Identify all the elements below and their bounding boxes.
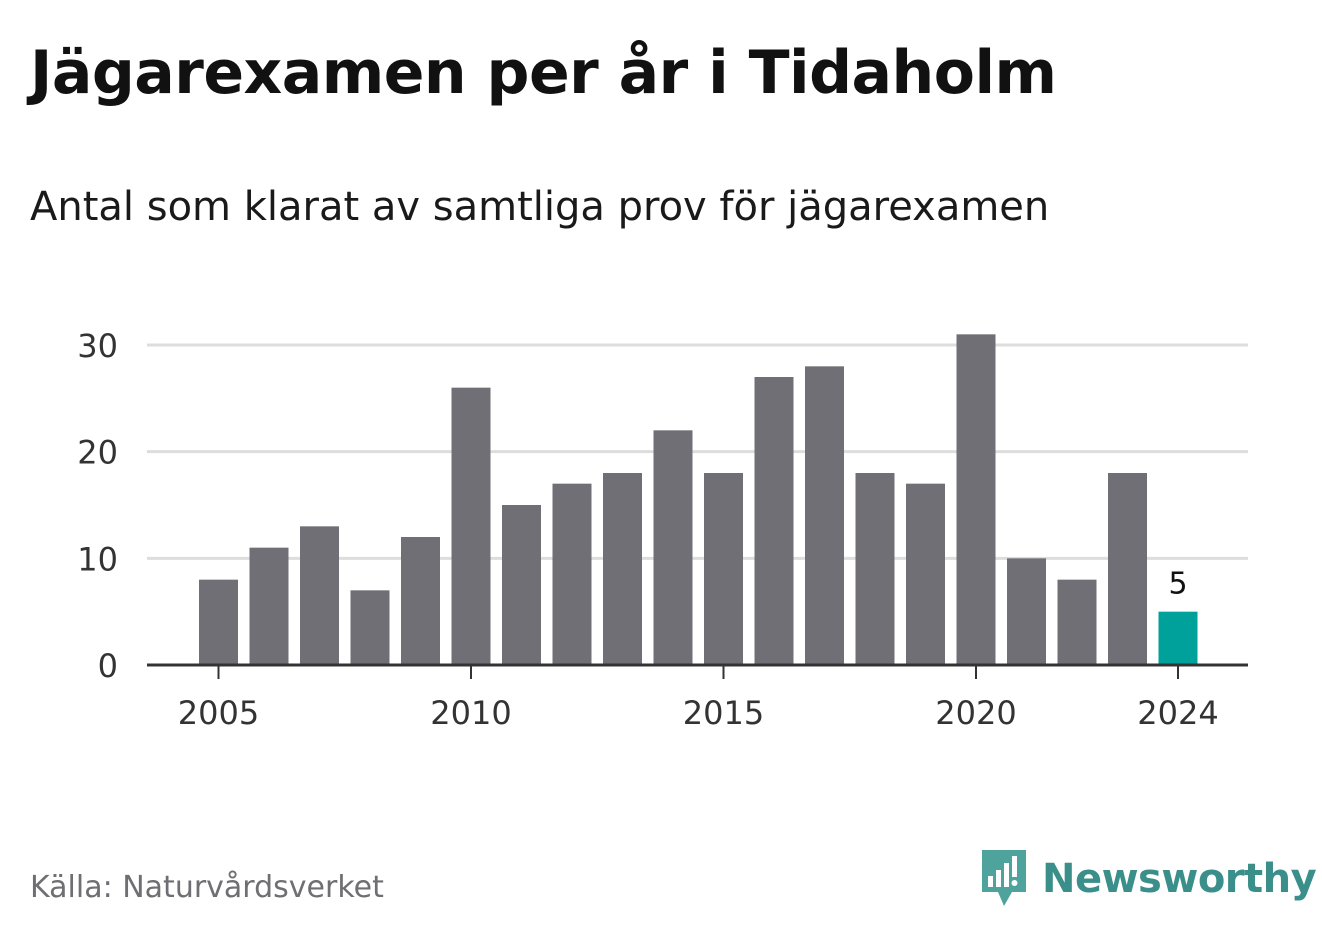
x-tick-label: 2010 — [430, 694, 511, 732]
newsworthy-logo-icon — [982, 850, 1026, 906]
source-note: Källa: Naturvårdsverket — [30, 870, 384, 905]
page-title: Jägarexamen per år i Tidaholm — [30, 38, 1057, 108]
bar — [300, 526, 339, 665]
bar — [199, 579, 238, 665]
bar — [855, 473, 895, 665]
x-tick-label: 2005 — [178, 694, 259, 732]
bar — [653, 430, 693, 665]
bar — [1057, 579, 1097, 665]
x-tick-label: 2020 — [935, 694, 1016, 732]
y-tick-label: 10 — [77, 540, 118, 578]
bar-highlight — [1158, 611, 1198, 665]
bar — [1108, 473, 1147, 665]
bar — [805, 366, 844, 665]
bar — [956, 334, 996, 665]
y-tick-label: 20 — [77, 434, 118, 472]
x-tick-label: 2015 — [683, 694, 764, 732]
bar — [906, 483, 945, 665]
bar — [704, 473, 743, 665]
bar — [451, 387, 491, 665]
chart-subtitle: Antal som klarat av samtliga prov för jä… — [30, 184, 1050, 230]
bar — [754, 377, 794, 665]
y-tick-label: 30 — [77, 327, 118, 365]
brand-name: Newsworthy — [1042, 856, 1317, 902]
bar — [350, 590, 390, 665]
x-tick-label: 2024 — [1137, 694, 1218, 732]
bar — [249, 547, 289, 665]
y-tick-label: 0 — [98, 647, 118, 685]
bar — [552, 483, 592, 665]
data-label: 5 — [1168, 567, 1187, 602]
bar — [603, 473, 642, 665]
bar — [401, 537, 440, 665]
brand-logo: Newsworthy — [980, 848, 1317, 910]
bar — [1007, 558, 1046, 665]
bar — [502, 505, 541, 665]
